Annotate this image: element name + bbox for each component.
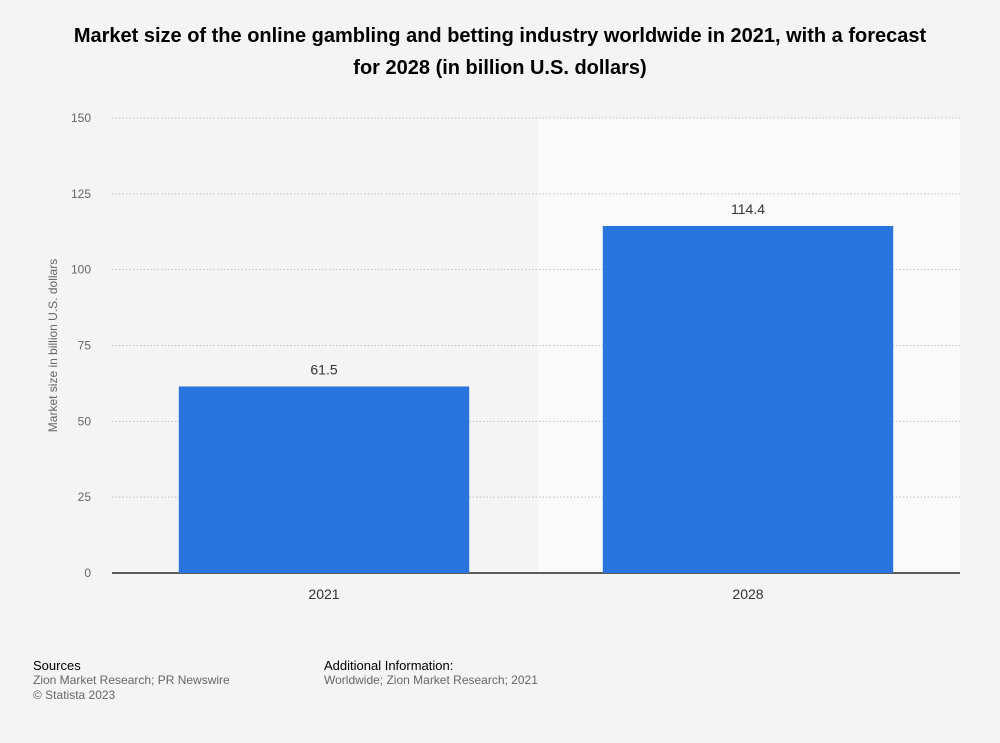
- x-tick-label: 2021: [308, 586, 339, 602]
- y-tick-label: 125: [71, 187, 91, 201]
- chart-title: Market size of the online gambling and b…: [73, 25, 927, 79]
- y-tick-label: 150: [71, 111, 91, 125]
- sources-title: Sources: [33, 658, 81, 673]
- additional-info-title: Additional Information:: [324, 658, 454, 673]
- additional-info-block: Additional Information: Worldwide; Zion …: [324, 658, 538, 688]
- sources-block: Sources Zion Market Research; PR Newswir…: [33, 658, 230, 703]
- bar-value-label: 114.4: [731, 201, 765, 217]
- copyright-text: © Statista 2023: [33, 688, 116, 702]
- y-tick-label: 75: [78, 339, 92, 353]
- y-tick-label: 50: [78, 414, 92, 428]
- y-tick-label: 0: [84, 566, 91, 580]
- y-tick-label: 25: [78, 490, 92, 504]
- x-tick-label: 2028: [732, 586, 763, 602]
- bar-value-label: 61.5: [310, 361, 337, 377]
- sources-text[interactable]: Zion Market Research; PR Newswire: [33, 673, 230, 687]
- bar-2021: [178, 386, 470, 573]
- additional-info-text: Worldwide; Zion Market Research; 2021: [324, 673, 538, 687]
- y-axis-title: Market size in billion U.S. dollars: [46, 259, 60, 432]
- y-tick-label: 100: [71, 263, 91, 277]
- bar-2028: [602, 225, 894, 573]
